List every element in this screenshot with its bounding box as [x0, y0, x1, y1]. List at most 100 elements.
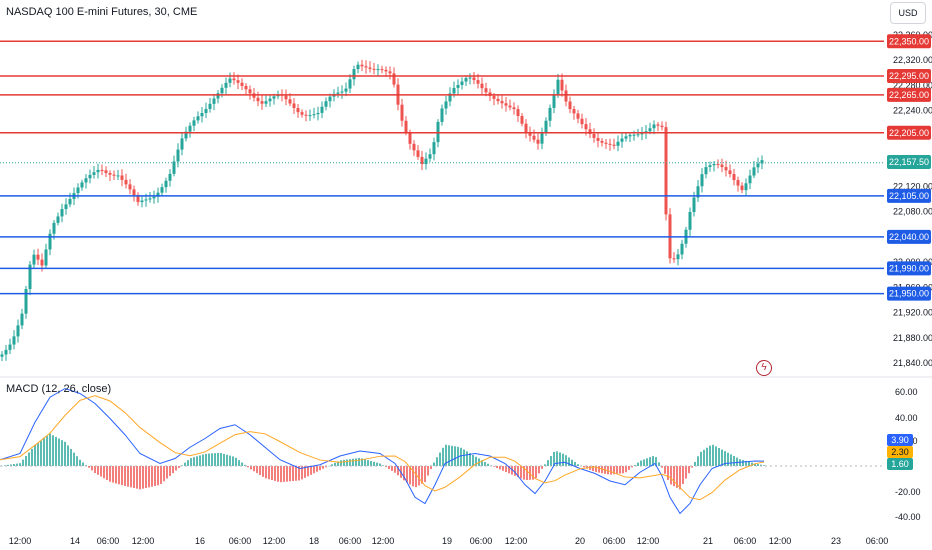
candle-body: [744, 183, 748, 191]
histogram-bar: [388, 466, 390, 470]
last-price-text: 22,157.50: [889, 157, 929, 167]
time-tick: 06:00: [734, 536, 757, 546]
candle-body: [128, 184, 132, 190]
histogram-bar: [34, 445, 36, 466]
histogram-bar: [436, 457, 438, 466]
histogram-bar: [595, 466, 597, 473]
candle-body: [404, 120, 408, 133]
histogram-bar: [259, 466, 261, 475]
candle-body: [300, 112, 304, 115]
lightning-icon[interactable]: ϟ: [756, 360, 772, 376]
candle-body: [220, 87, 224, 94]
candle-body: [36, 254, 40, 260]
candle-body: [760, 160, 764, 164]
candle-body: [608, 143, 612, 145]
histogram-bar: [97, 466, 99, 475]
histogram-bar: [307, 466, 309, 477]
histogram-bar: [178, 466, 180, 468]
histogram-bar: [28, 452, 30, 466]
signal-badge: [887, 446, 913, 458]
histogram-bar: [469, 453, 471, 466]
histogram-bar: [7, 464, 9, 466]
level-label: 21,950.00: [889, 289, 929, 299]
candle-body: [256, 97, 260, 102]
histogram-bar: [49, 433, 51, 466]
histogram-bar: [340, 460, 342, 466]
candle-body: [12, 336, 16, 345]
histogram-bar: [37, 443, 39, 466]
histogram-bar: [286, 466, 288, 482]
histogram-bar: [610, 466, 612, 475]
candle-body: [40, 259, 44, 266]
price-tick: 21,840.00: [893, 358, 932, 368]
histogram-bar: [703, 449, 705, 466]
histogram-bar: [514, 466, 516, 476]
candle-body: [444, 101, 448, 109]
time-tick: 06:00: [470, 536, 493, 546]
candle-body: [308, 115, 312, 117]
histogram-bar: [25, 456, 27, 466]
candle-body: [140, 200, 144, 203]
candle-body: [408, 132, 412, 144]
histogram-bar: [109, 466, 111, 482]
candle-body: [196, 116, 200, 121]
histogram-bar: [565, 455, 567, 466]
candle-body: [428, 154, 432, 159]
candle-body: [264, 101, 268, 104]
macd-line: [0, 387, 765, 515]
candle-body: [448, 93, 452, 102]
histogram-bar: [295, 466, 297, 481]
histogram-bar: [559, 452, 561, 466]
candle-body: [360, 64, 364, 67]
histogram-bar: [583, 466, 585, 468]
candle-body: [96, 169, 100, 173]
histogram-bar: [394, 466, 396, 473]
candle-body: [336, 92, 340, 94]
histogram-bar: [607, 466, 609, 475]
histogram-bar: [412, 466, 414, 487]
histogram-bar: [313, 466, 315, 474]
histogram-bar: [268, 466, 270, 480]
candle-body: [32, 254, 36, 265]
histogram-bar: [571, 459, 573, 466]
histogram-bar: [385, 466, 387, 468]
histogram-bar: [688, 466, 690, 474]
price-pane[interactable]: [0, 0, 884, 376]
candle-body: [748, 175, 752, 184]
level-label: 22,350.00: [889, 36, 929, 46]
histogram-bar: [472, 454, 474, 466]
histogram-bar: [523, 466, 525, 480]
candle-body: [328, 96, 332, 102]
histogram-bar: [73, 452, 75, 466]
candle-body: [532, 135, 536, 140]
macd-indicator-title[interactable]: MACD (12, 26, close): [6, 383, 112, 395]
candle-body: [720, 164, 724, 168]
level-badge: [887, 261, 931, 276]
candle-body: [700, 174, 704, 187]
candle-body: [592, 133, 596, 139]
candle-body: [560, 79, 564, 91]
candle-body: [60, 209, 64, 217]
time-tick: 12:00: [9, 536, 32, 546]
candle-body: [664, 127, 668, 215]
histogram-bar: [709, 445, 711, 466]
histogram-bar: [652, 456, 654, 466]
candle-body: [512, 107, 516, 110]
histogram-bar: [661, 466, 663, 468]
histogram-bar: [79, 459, 81, 466]
histogram-bar: [613, 466, 615, 475]
currency-button[interactable]: USD: [890, 2, 926, 24]
level-label: 21,990.00: [889, 263, 929, 273]
candle-body: [544, 120, 548, 133]
histogram-bar: [442, 447, 444, 466]
histogram-bar: [64, 441, 66, 466]
histogram-bar: [370, 460, 372, 466]
candle-body: [636, 134, 640, 136]
candle-body: [596, 138, 600, 141]
candle-body: [236, 80, 240, 83]
candle-body: [496, 98, 500, 102]
price-tick: 22,120.00: [893, 181, 932, 191]
level-badge: [887, 69, 931, 83]
histogram-bar: [334, 462, 336, 466]
